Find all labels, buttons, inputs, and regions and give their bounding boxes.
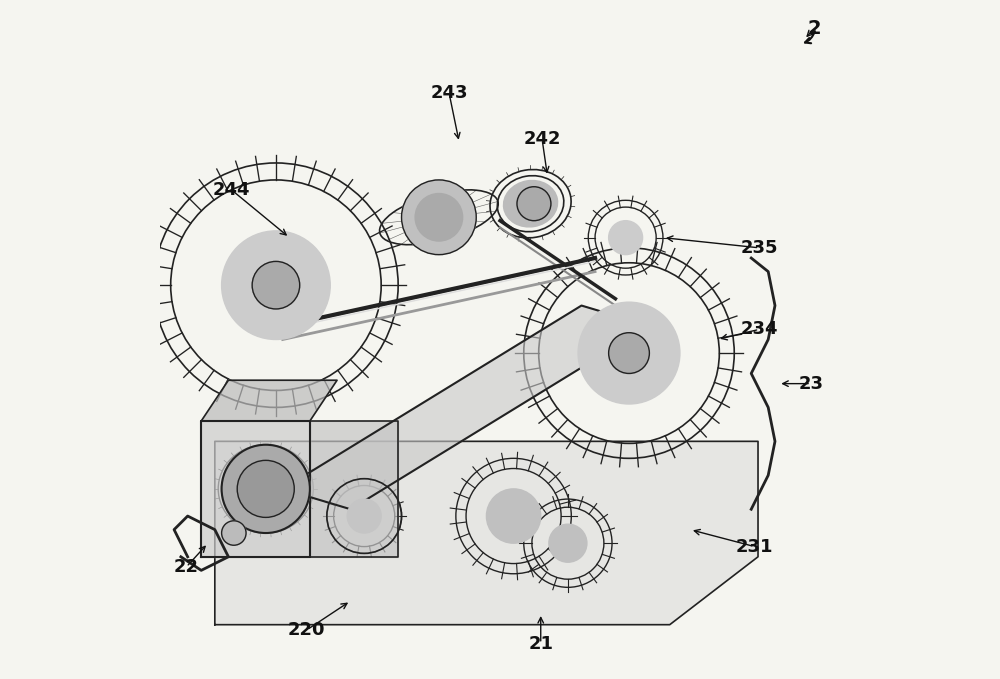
Text: 243: 243: [430, 84, 468, 102]
Circle shape: [222, 445, 310, 533]
Text: 231: 231: [736, 538, 773, 555]
Circle shape: [402, 180, 476, 255]
Circle shape: [222, 521, 246, 545]
Circle shape: [609, 333, 649, 373]
Polygon shape: [201, 380, 337, 421]
Polygon shape: [283, 306, 649, 509]
Text: 234: 234: [741, 320, 778, 338]
Text: 220: 220: [288, 621, 325, 639]
Text: 2: 2: [808, 19, 821, 38]
Circle shape: [252, 261, 300, 309]
Circle shape: [237, 460, 294, 517]
Ellipse shape: [504, 181, 558, 227]
Circle shape: [549, 524, 587, 562]
Circle shape: [578, 302, 680, 404]
Text: 21: 21: [528, 635, 553, 653]
Polygon shape: [310, 421, 398, 557]
Circle shape: [609, 221, 643, 255]
Text: 235: 235: [741, 239, 778, 257]
Polygon shape: [215, 441, 758, 625]
Circle shape: [415, 194, 463, 241]
Circle shape: [222, 231, 330, 340]
Text: 242: 242: [523, 130, 561, 148]
Circle shape: [517, 187, 551, 221]
Circle shape: [486, 489, 541, 543]
Text: 244: 244: [213, 181, 251, 199]
Text: 23: 23: [798, 375, 823, 392]
Text: 22: 22: [174, 558, 199, 576]
Circle shape: [347, 499, 381, 533]
Polygon shape: [201, 421, 310, 557]
